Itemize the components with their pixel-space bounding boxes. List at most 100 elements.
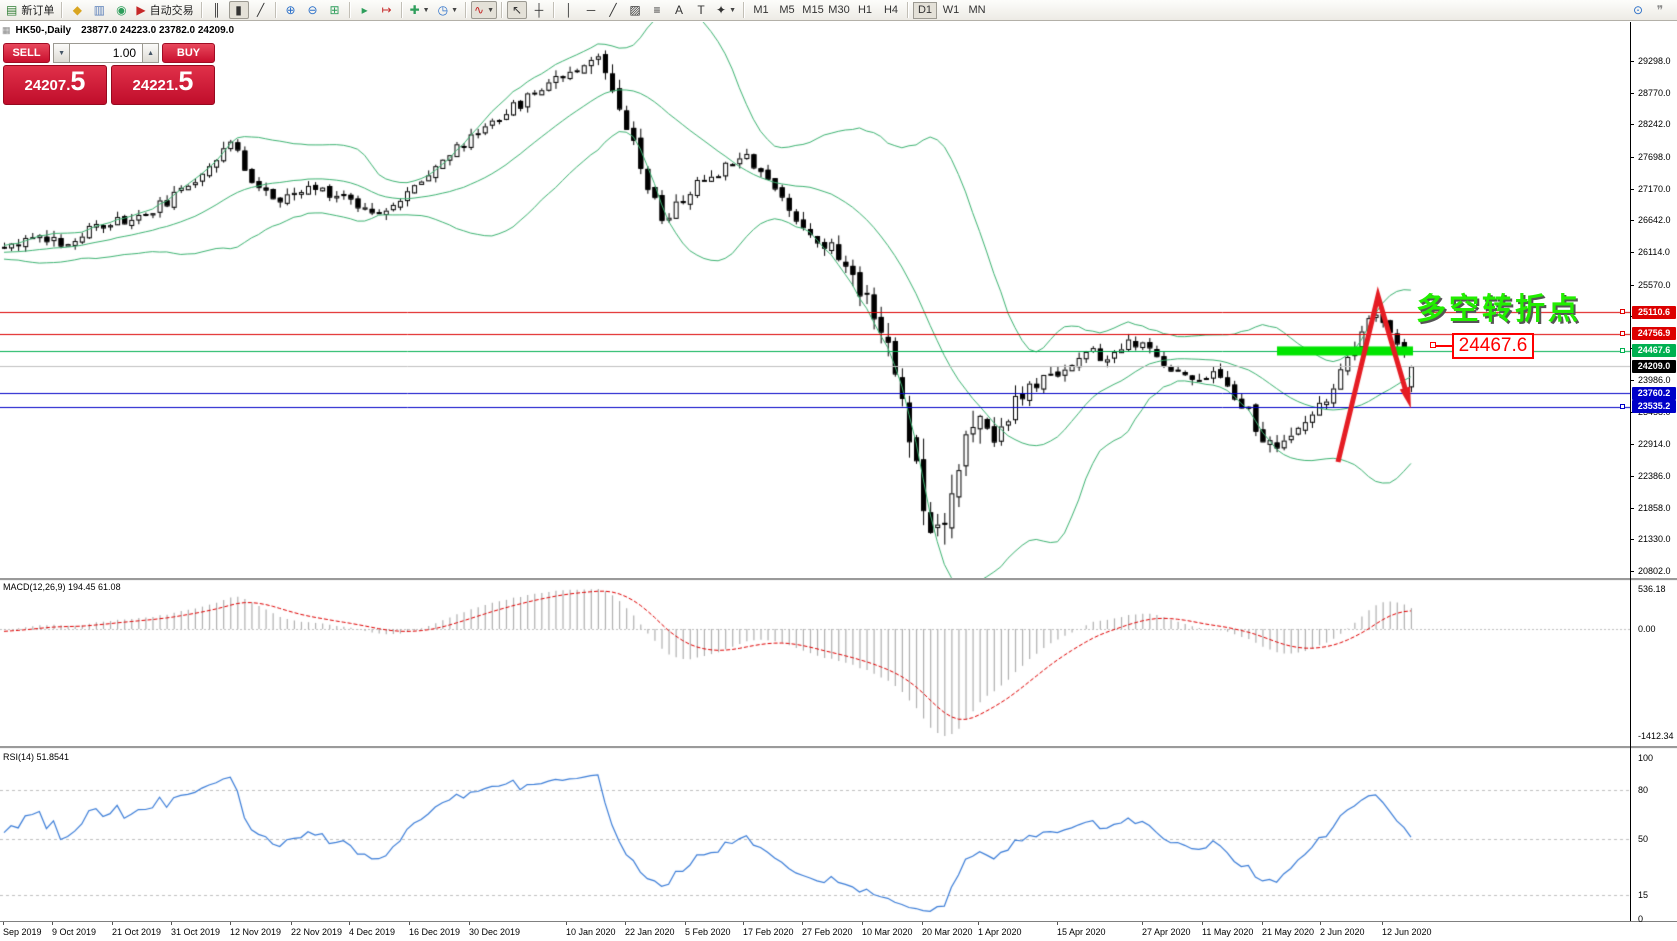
time-axis-tick [862, 922, 863, 925]
pane-splitter[interactable] [0, 746, 1677, 749]
new-chart-button[interactable]: ✚ ▼ [407, 1, 433, 19]
price-badge: 24467.6 [1632, 344, 1676, 358]
rsi-label: RSI(14) 51.8541 [3, 752, 70, 762]
level-line-handle[interactable] [1620, 347, 1625, 353]
chart-title: HK50-,Daily [15, 25, 72, 36]
timeframe-mn-button[interactable]: MN [968, 4, 986, 16]
autotrading-glyph: ▶ [136, 3, 146, 17]
tile-windows-button[interactable]: ⊞ [325, 1, 345, 19]
time-axis-label: 30 Dec 2019 [469, 927, 521, 937]
arrows-button-dropdown-arrow[interactable]: ▼ [729, 6, 736, 14]
text-glyph: A [674, 3, 683, 17]
data-window-icon[interactable]: ▥ [89, 1, 109, 19]
time-axis-label: 21 Oct 2019 [112, 927, 162, 937]
text-label-button[interactable]: T [691, 1, 711, 19]
price-axis-label: 25570.0 [1638, 279, 1671, 290]
timeframe-m5-button[interactable]: M5 [779, 4, 795, 16]
vertical-line-button[interactable]: │ [559, 1, 579, 19]
time-axis-label: 22 Jan 2020 [625, 927, 675, 937]
periods-button-dropdown-arrow[interactable]: ▼ [451, 6, 458, 14]
timeframe-h4-button[interactable]: H4 [883, 4, 899, 16]
zoom-out-button[interactable]: ⊖ [303, 1, 323, 19]
price-badge: 24756.9 [1632, 327, 1676, 341]
line-chart-button[interactable]: ╱ [251, 1, 271, 19]
sell-price-button[interactable]: 24207. 5 [3, 65, 107, 105]
auto-scroll-button[interactable]: ▸ [355, 1, 375, 19]
cursor-button[interactable]: ↖ [507, 1, 527, 19]
search-icon: ⊙ [1632, 3, 1644, 17]
timeframe-h1-button[interactable]: H1 [857, 4, 873, 16]
price-axis-label: 23986.0 [1638, 374, 1671, 385]
crosshair-button[interactable]: ┼ [529, 1, 549, 19]
price-axis-tick [1630, 508, 1634, 509]
price-badge: 23760.2 [1632, 386, 1676, 400]
level-line-handle[interactable] [1620, 330, 1625, 336]
timeframe-w1-button[interactable]: W1 [942, 4, 960, 16]
price-axis-label: 22914.0 [1638, 439, 1671, 450]
time-axis-tick [1202, 922, 1203, 925]
buy-button[interactable]: BUY [162, 43, 215, 63]
level-line-handle[interactable] [1620, 309, 1625, 315]
zoom-in-button[interactable]: ⊕ [281, 1, 301, 19]
main-chart-canvas[interactable] [0, 22, 1630, 578]
time-axis-tick [112, 922, 113, 925]
strategy-navigator-icon-glyph: ◉ [116, 3, 127, 17]
annotation-text[interactable]: 多空转折点 [1416, 293, 1581, 326]
indicators-button[interactable]: ∿ ▼ [471, 1, 497, 19]
candlestick-chart-button[interactable]: ▮ [228, 1, 249, 19]
new-order-button[interactable]: ▤ 新订单 [3, 1, 57, 19]
price-axis-tick [1630, 157, 1634, 158]
macd-pane-canvas[interactable] [0, 581, 1630, 746]
time-axis-label: 10 Jan 2020 [566, 927, 616, 937]
strategy-navigator-icon[interactable]: ◉ [111, 1, 131, 19]
timeframe-m30-button[interactable]: M30 [828, 4, 850, 16]
text-button[interactable]: A [669, 1, 689, 19]
arrows-button[interactable]: ✦ ▼ [713, 1, 739, 19]
periods-button[interactable]: ◷ ▼ [435, 1, 461, 19]
text-label-glyph: T [697, 3, 705, 17]
price-axis-label: 26642.0 [1638, 215, 1671, 226]
timeframe-m15-button[interactable]: M15 [802, 4, 824, 16]
volume-increase-button[interactable]: ▲ [142, 43, 160, 63]
level-line-handle[interactable] [1620, 403, 1625, 409]
buy-price-button[interactable]: 24221. 5 [111, 65, 215, 105]
crosshair-glyph: ┼ [534, 3, 544, 17]
indicators-button-dropdown-arrow[interactable]: ▼ [487, 6, 494, 14]
time-axis-tick [469, 922, 470, 925]
sell-price-main: 24207. [24, 77, 71, 94]
fibonacci-button[interactable]: ≡ [647, 1, 667, 19]
zoom-out-glyph: ⊖ [307, 3, 318, 17]
market-watch-icon[interactable]: ◆ [67, 1, 87, 19]
rsi-pane-canvas[interactable] [0, 749, 1630, 921]
time-axis-tick [922, 922, 923, 925]
equidistant-channel-button[interactable]: ▨ [625, 1, 645, 19]
autotrading-button[interactable]: ▶ 自动交易 [133, 1, 196, 19]
new-chart-button-dropdown-arrow[interactable]: ▼ [422, 6, 430, 14]
time-axis-tick [349, 922, 350, 925]
macd-scale-label: -1412.34 [1638, 731, 1674, 741]
time-axis-label: 27 Feb 2020 [802, 927, 853, 937]
timeframe-d1-button[interactable]: D1 [913, 1, 937, 19]
new-order-glyph: ▤ [6, 3, 18, 17]
timeframe-m1-button[interactable]: M1 [753, 4, 769, 16]
horizontal-line-button[interactable]: ─ [581, 1, 601, 19]
bar-chart-glyph: ║ [212, 3, 221, 17]
price-axis-label: 28770.0 [1638, 87, 1671, 98]
price-callout-label[interactable]: 24467.6 [1452, 333, 1534, 359]
time-axis-tick [52, 922, 53, 925]
pane-splitter[interactable] [0, 578, 1677, 581]
rsi-scale-label: 50 [1638, 833, 1649, 844]
search-button[interactable]: ⊙ [1628, 1, 1648, 19]
bar-chart-button[interactable]: ║ [207, 1, 227, 19]
volume-input[interactable] [70, 43, 143, 63]
volume-decrease-button[interactable]: ▼ [53, 43, 71, 63]
time-axis-label: 31 Oct 2019 [171, 927, 221, 937]
chat-button[interactable]: ❞ [1650, 1, 1670, 19]
trendline-button[interactable]: ╱ [603, 1, 623, 19]
line-chart-glyph: ╱ [256, 3, 265, 17]
new-order-button-label: 新订单 [21, 5, 55, 17]
toolbar-separator [743, 2, 745, 18]
sell-button[interactable]: SELL [3, 43, 51, 63]
chart-shift-button[interactable]: ↦ [377, 1, 397, 19]
